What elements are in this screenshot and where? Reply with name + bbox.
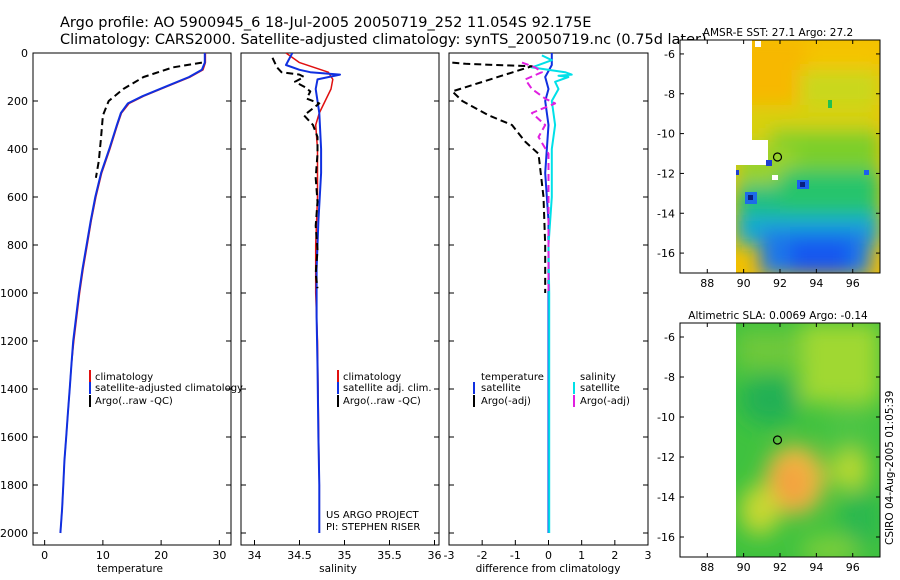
- temperature-series-climatology: [59, 53, 207, 534]
- salinity-xtick-label: 35.5: [377, 549, 402, 562]
- sst-map-title: AMSR-E SST: 27.1 Argo: 27.2: [703, 27, 853, 39]
- sla-map-lon-label: 94: [809, 561, 823, 574]
- difference-xtick-label: 1: [578, 549, 585, 562]
- sla-map-lon-label: 88: [700, 561, 714, 574]
- legend-argo-raw: Argo(..raw -QC): [95, 396, 173, 407]
- sst-map-panel: AMSR-E SST: 27.1 Argo: 27.2: [657, 27, 881, 290]
- difference-xtick-label: 0: [545, 549, 552, 562]
- salinity-series-argo-raw-qc-: [271, 57, 321, 289]
- sla-map-panel: Altimetric SLA: 0.0069 Argo: -0.14 88 90 9…: [657, 310, 881, 574]
- depth-tick-label: 1200: [0, 335, 28, 348]
- difference-xtick-label: 3: [645, 549, 652, 562]
- temperature-series-satellite-adjusted-climatology: [59, 53, 206, 534]
- depth-tick-label: 600: [7, 191, 28, 204]
- sst-map-lat-label: -12: [657, 167, 675, 180]
- depth-tick-label: 400: [7, 143, 28, 156]
- temperature-legend: climatology satellite-adjusted climatolo…: [89, 370, 243, 407]
- difference-profile-panel: -3 -2 -1 0 1 2 3 difference from climatology t…: [444, 52, 652, 575]
- depth-tick-label: 1000: [0, 287, 28, 300]
- temperature-axis-label: temperature: [97, 563, 163, 575]
- difference-xtick-label: -2: [477, 549, 488, 562]
- sla-map-lon-label: 96: [846, 561, 860, 574]
- depth-tick-label: 1400: [0, 383, 28, 396]
- salinity-axis-label: salinity: [319, 563, 357, 575]
- difference-series-temperature-argo-adj-: [451, 61, 547, 293]
- sst-map-lat-label: -10: [657, 128, 675, 141]
- sla-map-lon-label: 90: [737, 561, 751, 574]
- legend-s-argo: Argo(..raw -QC): [343, 396, 421, 407]
- depth-tick-label: 800: [7, 239, 28, 252]
- legend-satellite-adjusted: satellite-adjusted climatology: [95, 383, 243, 394]
- difference-series-salinity-satellite: [530, 54, 573, 533]
- depth-tick-label: 2000: [0, 527, 28, 540]
- difference-series-salinity-argo-adj-: [521, 61, 557, 293]
- sla-map-title: Altimetric SLA: 0.0069 Argo: -0.14: [688, 310, 868, 322]
- depth-tick-label: 1600: [0, 431, 28, 444]
- legend-d-s-satellite: satellite: [580, 383, 620, 394]
- salinity-xtick-label: 34.5: [287, 549, 312, 562]
- sst-map-lat-label: -16: [657, 247, 675, 260]
- sst-map-lat-label: -8: [664, 88, 675, 101]
- salinity-series-satellite-adj-clim-: [285, 53, 341, 533]
- legend-climatology: climatology: [95, 372, 153, 383]
- legend-d-t-argo: Argo(-adj): [481, 396, 531, 407]
- depth-tick-label: 1800: [0, 479, 28, 492]
- difference-xtick-label: -1: [510, 549, 521, 562]
- difference-xtick-label: -3: [444, 549, 455, 562]
- sst-map-lat-label: -6: [664, 48, 675, 61]
- legend-d-salinity: salinity: [580, 372, 616, 383]
- salinity-xtick-label: 36: [428, 549, 442, 562]
- sst-map-lat-label: -14: [657, 207, 675, 220]
- pi-annotation: PI: STEPHEN RISER: [326, 522, 420, 533]
- sst-map-lon-label: 94: [809, 277, 823, 290]
- temperature-xtick-label: 0: [41, 549, 48, 562]
- sla-argo-marker: [772, 435, 783, 445]
- difference-xtick-label: 2: [611, 549, 618, 562]
- legend-d-temperature: temperature: [481, 372, 544, 383]
- temperature-xtick-label: 10: [96, 549, 110, 562]
- salinity-xtick-label: 35: [338, 549, 352, 562]
- sla-heatmap: [736, 323, 880, 557]
- salinity-series-climatology: [285, 53, 334, 533]
- legend-s-climatology: climatology: [343, 372, 401, 383]
- difference-axis-label: difference from climatology: [476, 563, 621, 575]
- sst-heatmap: [736, 40, 880, 273]
- salinity-profile-panel: 34 34.5 35 35.5 36 salinity climatology sate…: [240, 52, 442, 575]
- sst-argo-marker: [772, 152, 783, 162]
- temperature-xtick-label: 30: [212, 549, 226, 562]
- sla-map-lat-label: -12: [657, 451, 675, 464]
- title-line-2: Climatology: CARS2000. Satellite-adjuste…: [60, 32, 707, 48]
- sla-map-lat-label: -10: [657, 411, 675, 424]
- sla-map-lat-label: -8: [664, 371, 675, 384]
- difference-legend: temperature satellite Argo(-adj) salinit…: [473, 372, 630, 407]
- sla-map-lat-label: -16: [657, 531, 675, 544]
- legend-d-s-argo: Argo(-adj): [580, 396, 630, 407]
- title-line-1: Argo profile: AO 5900945_6 18-Jul-2005 2…: [60, 15, 591, 31]
- depth-tick-label: 200: [7, 95, 28, 108]
- sst-map-lon-label: 88: [700, 277, 714, 290]
- temperature-profile-panel: 0 10 20 30 0 200 400 600 800 1000 1200 1400 1600 1800…: [0, 47, 243, 575]
- legend-s-satellite: satellite adj. clim.: [343, 383, 432, 394]
- temperature-series-argo-raw-qc-: [94, 61, 203, 178]
- sla-map-lat-label: -14: [657, 491, 675, 504]
- salinity-legend: climatology satellite adj. clim. Argo(..…: [337, 370, 432, 407]
- salinity-xtick-label: 34: [248, 549, 262, 562]
- sst-map-lon-label: 96: [846, 277, 860, 290]
- temperature-xtick-label: 20: [154, 549, 168, 562]
- project-annotation: US ARGO PROJECT: [326, 510, 420, 521]
- sst-map-lon-label: 92: [773, 277, 787, 290]
- sla-map-lon-label: 92: [773, 561, 787, 574]
- sla-map-lat-label: -6: [664, 331, 675, 344]
- legend-d-t-satellite: satellite: [481, 383, 521, 394]
- depth-tick-label: 0: [21, 47, 28, 60]
- csiro-side-label: CSIRO 04-Aug-2005 01:05:39: [884, 391, 896, 545]
- sst-map-lon-label: 90: [737, 277, 751, 290]
